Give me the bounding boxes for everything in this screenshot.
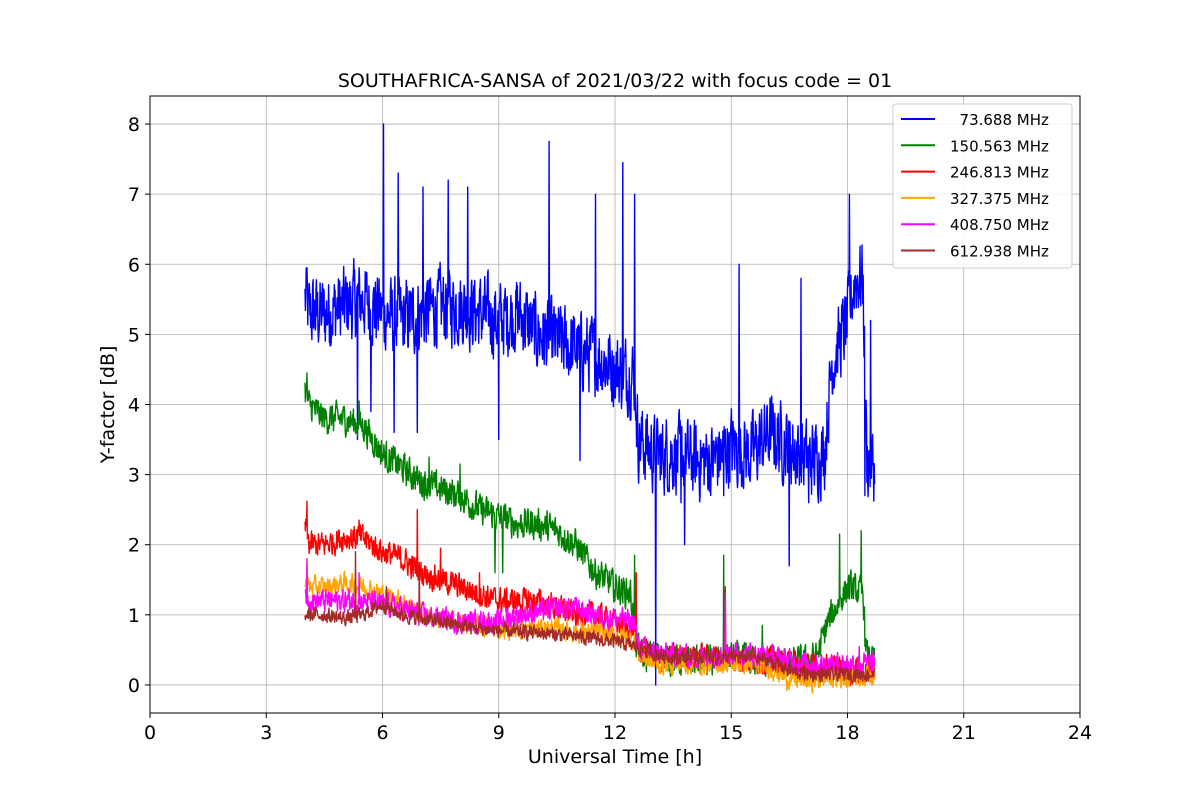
y-tick-label: 7 — [128, 184, 140, 206]
x-tick-label: 24 — [1068, 722, 1092, 744]
y-tick-label: 8 — [128, 114, 140, 136]
y-tick-label: 5 — [128, 324, 140, 346]
x-axis-label: Universal Time [h] — [528, 746, 702, 768]
x-tick-label: 12 — [603, 722, 627, 744]
series-line — [304, 551, 876, 685]
legend-label: 612.938 MHz — [950, 243, 1049, 261]
plot-lines — [304, 123, 876, 694]
legend: 73.688 MHz 150.563 MHz 246.813 MHz 327.375 … — [892, 103, 1073, 269]
legend-label: 150.563 MHz — [950, 137, 1049, 155]
y-tick-label: 6 — [128, 254, 140, 276]
x-tick-label: 3 — [260, 722, 272, 744]
series-line — [304, 123, 876, 686]
y-tick-label: 1 — [128, 605, 140, 627]
x-tick-label: 9 — [493, 722, 505, 744]
x-tick-label: 0 — [144, 722, 156, 744]
legend-label: 327.375 MHz — [950, 190, 1049, 208]
series-line — [304, 558, 876, 678]
legend-label: 246.813 MHz — [950, 164, 1049, 182]
chart-title: SOUTHAFRICA-SANSA of 2021/03/22 with foc… — [338, 70, 892, 92]
y-tick-label: 4 — [128, 395, 140, 417]
x-tick-label: 6 — [376, 722, 388, 744]
x-tick-label: 18 — [835, 722, 859, 744]
legend-label: 408.750 MHz — [950, 216, 1049, 234]
x-tick-label: 15 — [719, 722, 743, 744]
legend-box — [892, 103, 1073, 269]
legend-label: 73.688 MHz — [950, 111, 1049, 129]
x-tick-label: 21 — [952, 722, 976, 744]
y-tick-label: 3 — [128, 465, 140, 487]
y-tick-label: 0 — [128, 675, 140, 697]
y-axis-label: Y-factor [dB] — [97, 346, 119, 465]
y-tick-label: 2 — [128, 535, 140, 557]
